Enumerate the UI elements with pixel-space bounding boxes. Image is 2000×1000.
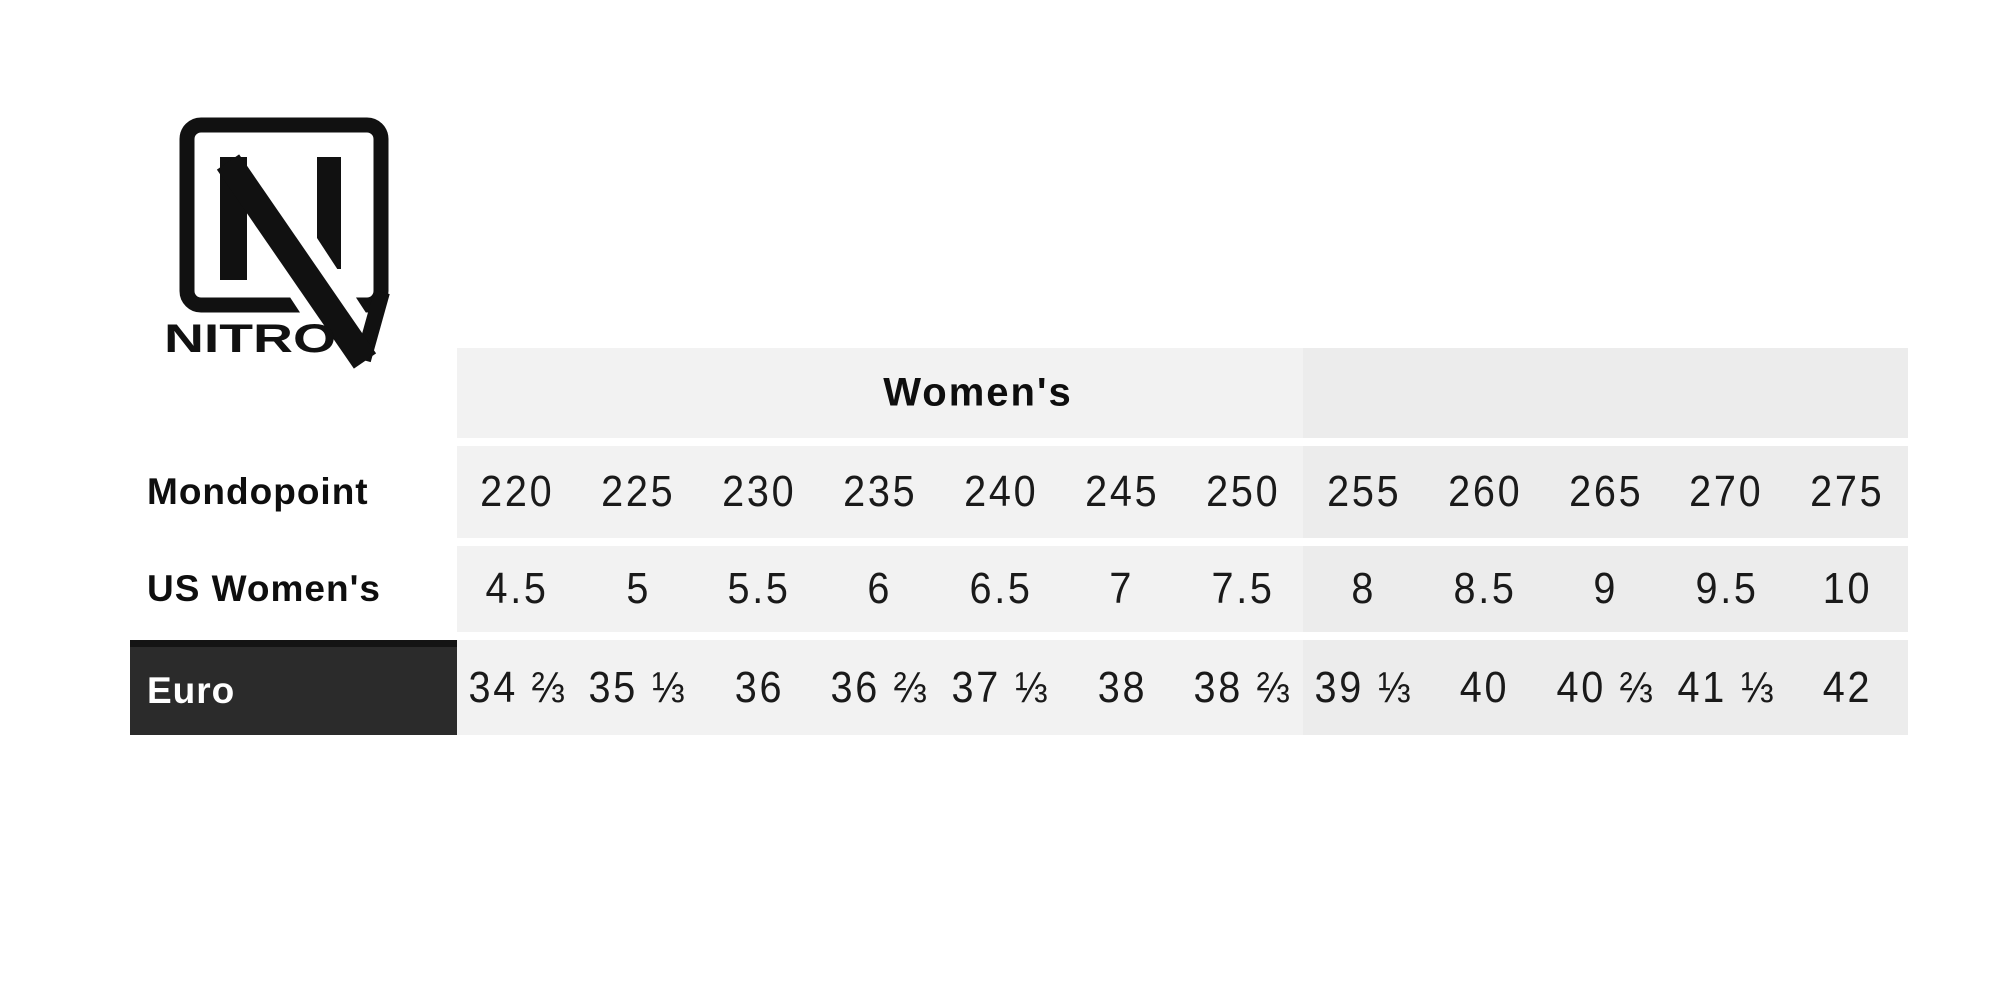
- size-value: 5: [626, 564, 651, 613]
- size-value: 235: [843, 467, 918, 516]
- size-cell: 40 ⅔: [1545, 640, 1667, 735]
- size-value: 38: [1097, 662, 1147, 712]
- size-cell: 9: [1545, 546, 1667, 632]
- size-value: 260: [1447, 467, 1522, 516]
- size-value: 42: [1822, 662, 1873, 712]
- size-cell: 38 ⅔: [1182, 640, 1304, 735]
- size-cell: 255: [1303, 446, 1425, 538]
- row-cells-mondopoint: 220 225 230 235 240 245 250 255 260 265 270 275: [457, 446, 1909, 538]
- size-cell: 240: [940, 446, 1062, 538]
- size-value: 35 ⅓: [588, 662, 688, 712]
- row-label-us-womens: US Women's: [147, 568, 381, 609]
- size-cell: 230: [698, 446, 820, 538]
- womens-group-band: [457, 348, 1304, 438]
- size-cell: 270: [1666, 446, 1788, 538]
- size-cell: 34 ⅔: [457, 640, 578, 735]
- group-header-label: Women's: [883, 370, 1073, 415]
- size-cell: 35 ⅓: [577, 640, 699, 735]
- size-value: 41 ⅓: [1677, 662, 1777, 712]
- size-value: 250: [1205, 467, 1281, 516]
- size-value: 36 ⅔: [830, 662, 930, 712]
- size-cell: 9.5: [1666, 546, 1788, 632]
- size-value: 9: [1593, 564, 1619, 613]
- size-value: 8: [1351, 564, 1377, 613]
- size-value: 10: [1822, 564, 1873, 613]
- size-value: 4.5: [485, 564, 550, 613]
- nitro-logo: NITRO: [160, 112, 400, 372]
- size-cell: 36: [698, 640, 820, 735]
- size-value: 270: [1689, 467, 1764, 516]
- size-cell: 42: [1787, 640, 1909, 735]
- size-cell: 37 ⅓: [940, 640, 1062, 735]
- size-cell: 41 ⅓: [1666, 640, 1788, 735]
- size-cell: 250: [1182, 446, 1304, 538]
- size-cell: 7.5: [1182, 546, 1304, 632]
- table-row-mondopoint: Mondopoint 220 225 230 235 240 245 250 255 260 26…: [130, 446, 1909, 538]
- size-cell: 38: [1061, 640, 1183, 735]
- size-cell: 235: [819, 446, 941, 538]
- size-value: 240: [964, 467, 1039, 516]
- row-cells-us-womens: 4.5 5 5.5 6 6.5 7 7.5 8 8.5 9 9.5 10: [457, 546, 1909, 632]
- table-group-header-row: Women's: [130, 348, 1908, 438]
- size-cell: 6: [819, 546, 941, 632]
- size-cell: 36 ⅔: [819, 640, 941, 735]
- size-value: 40 ⅔: [1556, 662, 1656, 712]
- size-value: 7.5: [1211, 564, 1275, 613]
- size-cell: 265: [1545, 446, 1667, 538]
- header-spacer: [130, 348, 457, 438]
- nitro-wordmark: NITRO: [164, 317, 336, 361]
- size-value: 220: [480, 467, 555, 516]
- size-cell: 5.5: [698, 546, 820, 632]
- size-value: 39 ⅓: [1314, 662, 1414, 712]
- unlabeled-group-band: [1303, 348, 1908, 438]
- size-value: 38 ⅔: [1193, 662, 1293, 712]
- size-value: 34 ⅔: [468, 662, 567, 712]
- group-header-band: Women's: [457, 348, 1908, 438]
- size-cell: 8.5: [1424, 546, 1546, 632]
- size-value: 275: [1810, 467, 1885, 516]
- size-cell: 6.5: [940, 546, 1062, 632]
- row-label-euro: Euro: [130, 640, 457, 735]
- size-value: 245: [1084, 467, 1160, 516]
- size-cell: 220: [457, 446, 578, 538]
- table-row-us-womens: US Women's 4.5 5 5.5 6 6.5 7 7.5 8 8.5 9 9.5 10: [130, 546, 1909, 632]
- size-cell: 8: [1303, 546, 1425, 632]
- size-value: 230: [722, 467, 797, 516]
- table-row-euro: Euro 34 ⅔ 35 ⅓ 36 36 ⅔ 37 ⅓ 38 38 ⅔ 39 ⅓ 40 40 ⅔ 4…: [130, 640, 1909, 735]
- size-value: 7: [1109, 564, 1135, 613]
- nitro-logo-icon: NITRO: [164, 117, 390, 372]
- size-value: 8.5: [1453, 564, 1517, 613]
- size-cell: 245: [1061, 446, 1183, 538]
- size-value: 265: [1568, 467, 1643, 516]
- size-cell: 4.5: [457, 546, 578, 632]
- size-value: 40: [1460, 662, 1510, 712]
- size-cell: 10: [1787, 546, 1909, 632]
- size-value: 6.5: [969, 564, 1033, 613]
- size-value: 37 ⅓: [951, 662, 1051, 712]
- size-conversion-table: Women's Mondopoint 220 225 230 235 240 245 250…: [130, 348, 1909, 743]
- size-cell: 225: [577, 446, 699, 538]
- size-value: 9.5: [1695, 564, 1759, 613]
- size-cell: 275: [1787, 446, 1909, 538]
- size-cell: 39 ⅓: [1303, 640, 1425, 735]
- size-cell: 5: [577, 546, 699, 632]
- size-cell: 7: [1061, 546, 1183, 632]
- size-cell: 40: [1424, 640, 1546, 735]
- size-cell: 260: [1424, 446, 1546, 538]
- size-value: 255: [1326, 467, 1402, 516]
- size-value: 225: [601, 467, 676, 516]
- size-value: 5.5: [727, 564, 791, 613]
- row-cells-euro: 34 ⅔ 35 ⅓ 36 36 ⅔ 37 ⅓ 38 38 ⅔ 39 ⅓ 40 40 ⅔ 41 ⅓ 42: [457, 640, 1909, 735]
- row-label-mondopoint: Mondopoint: [147, 471, 369, 512]
- size-value: 6: [867, 564, 893, 613]
- size-value: 36: [734, 662, 785, 712]
